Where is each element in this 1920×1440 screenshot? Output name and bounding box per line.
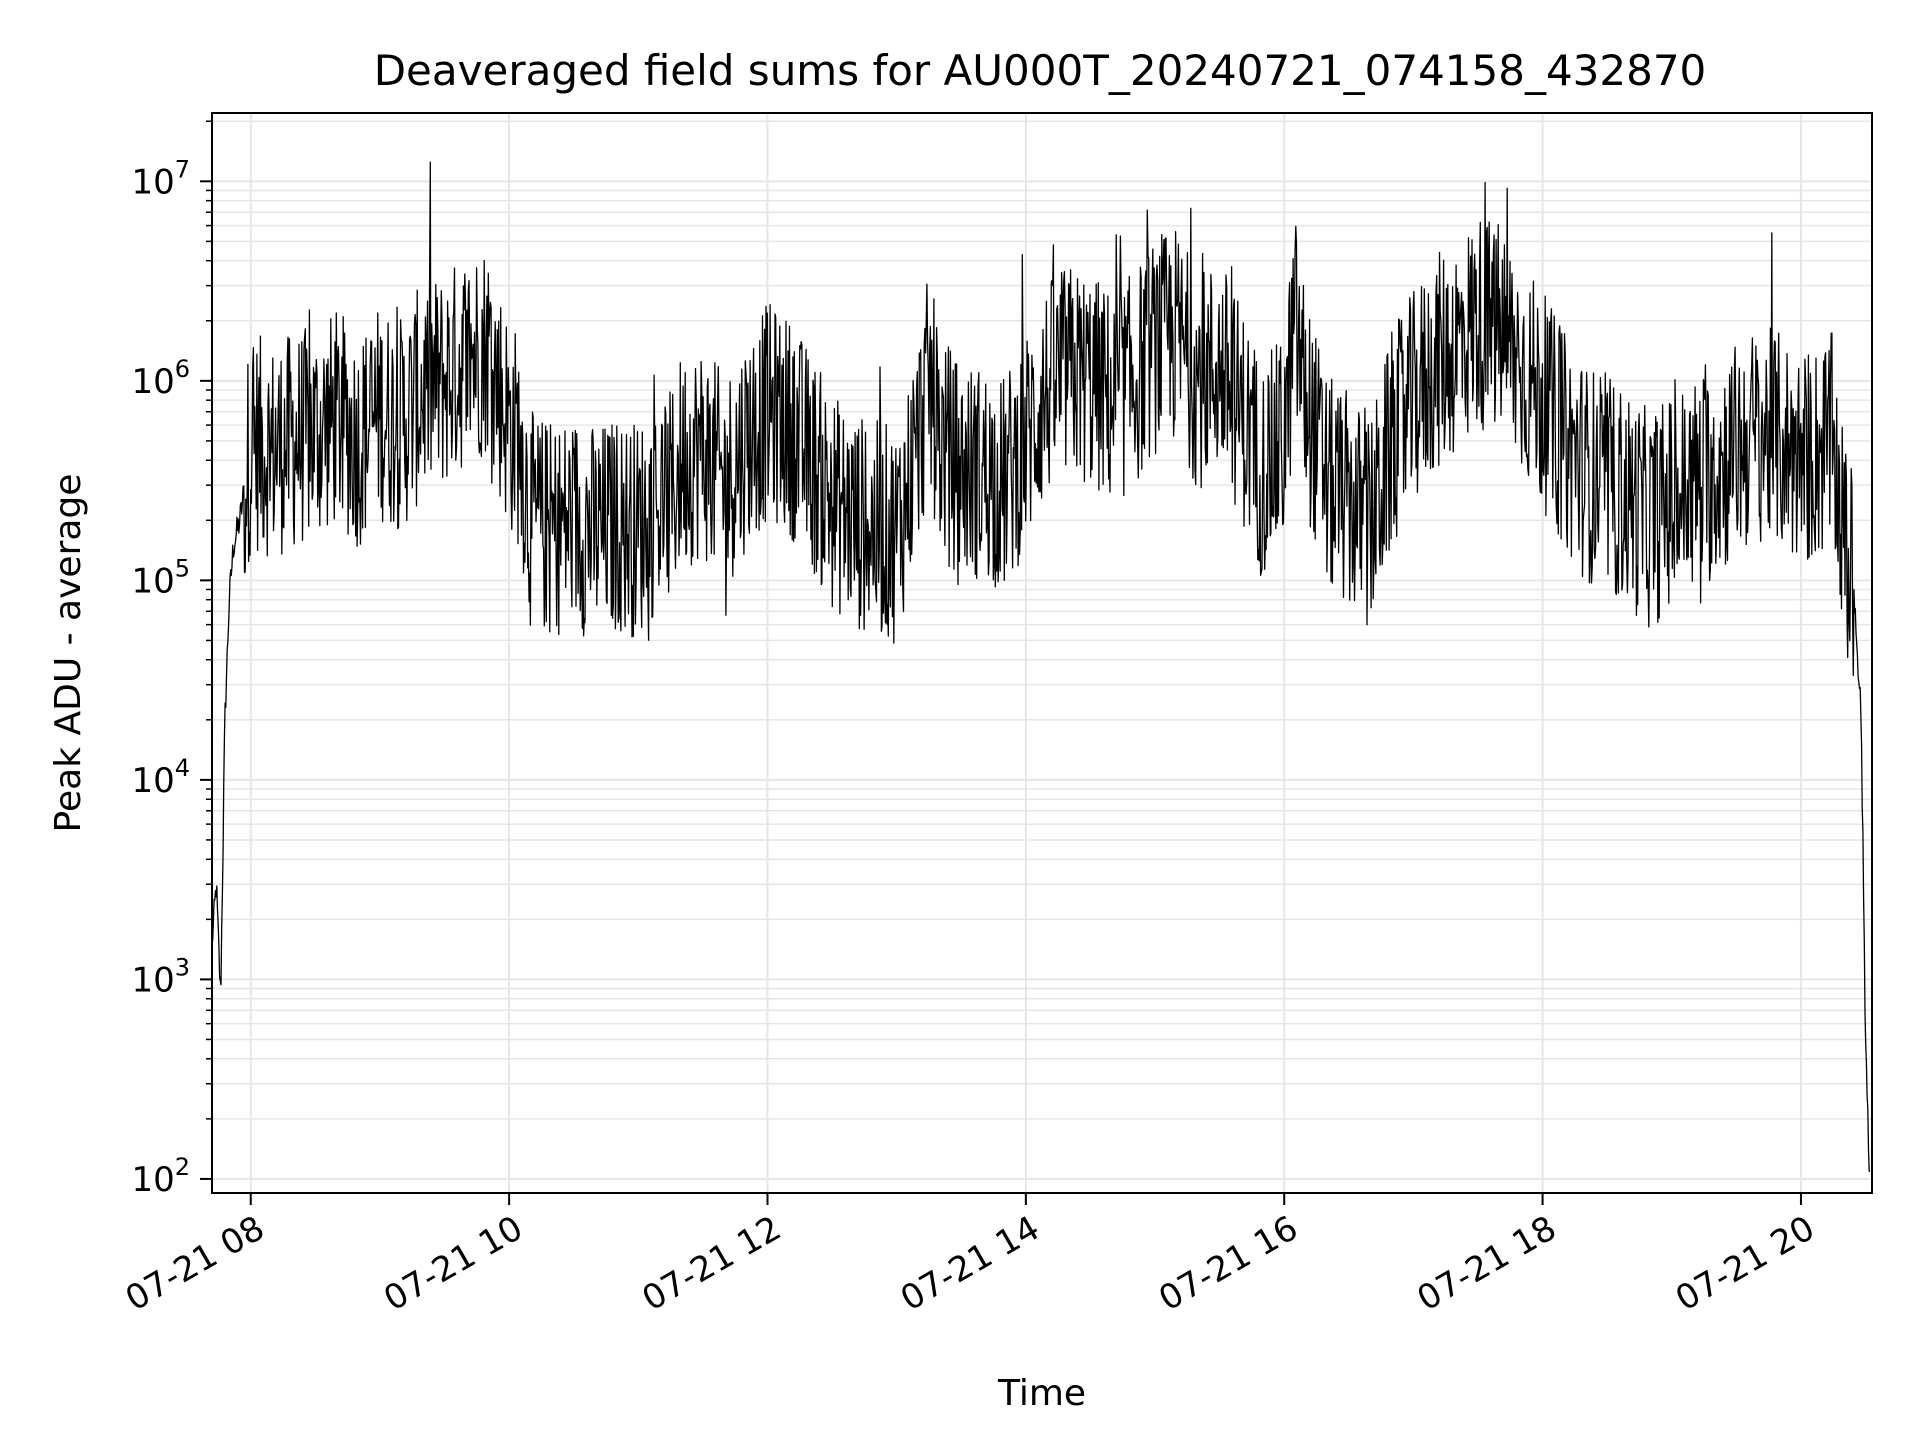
y-axis-label: Peak ADU - average [48,474,89,833]
y-tick-label: 102 [131,1153,190,1200]
y-tick-label: 105 [131,554,190,601]
series-group [211,161,1871,1173]
series-line [211,161,1871,1173]
x-axis-label: Time [997,1373,1086,1414]
y-tick-label: 103 [131,953,190,1000]
grid-lines [212,113,1872,1193]
chart-title: Deaveraged field sums for AU000T_2024072… [374,46,1707,95]
y-tick-label: 106 [131,355,190,402]
y-tick-label: 107 [131,155,190,202]
y-tick-label: 104 [131,754,190,801]
y-axis-ticks: 102 103 104 105 106 107 [131,120,212,1200]
plot-area-frame [211,112,1873,1194]
